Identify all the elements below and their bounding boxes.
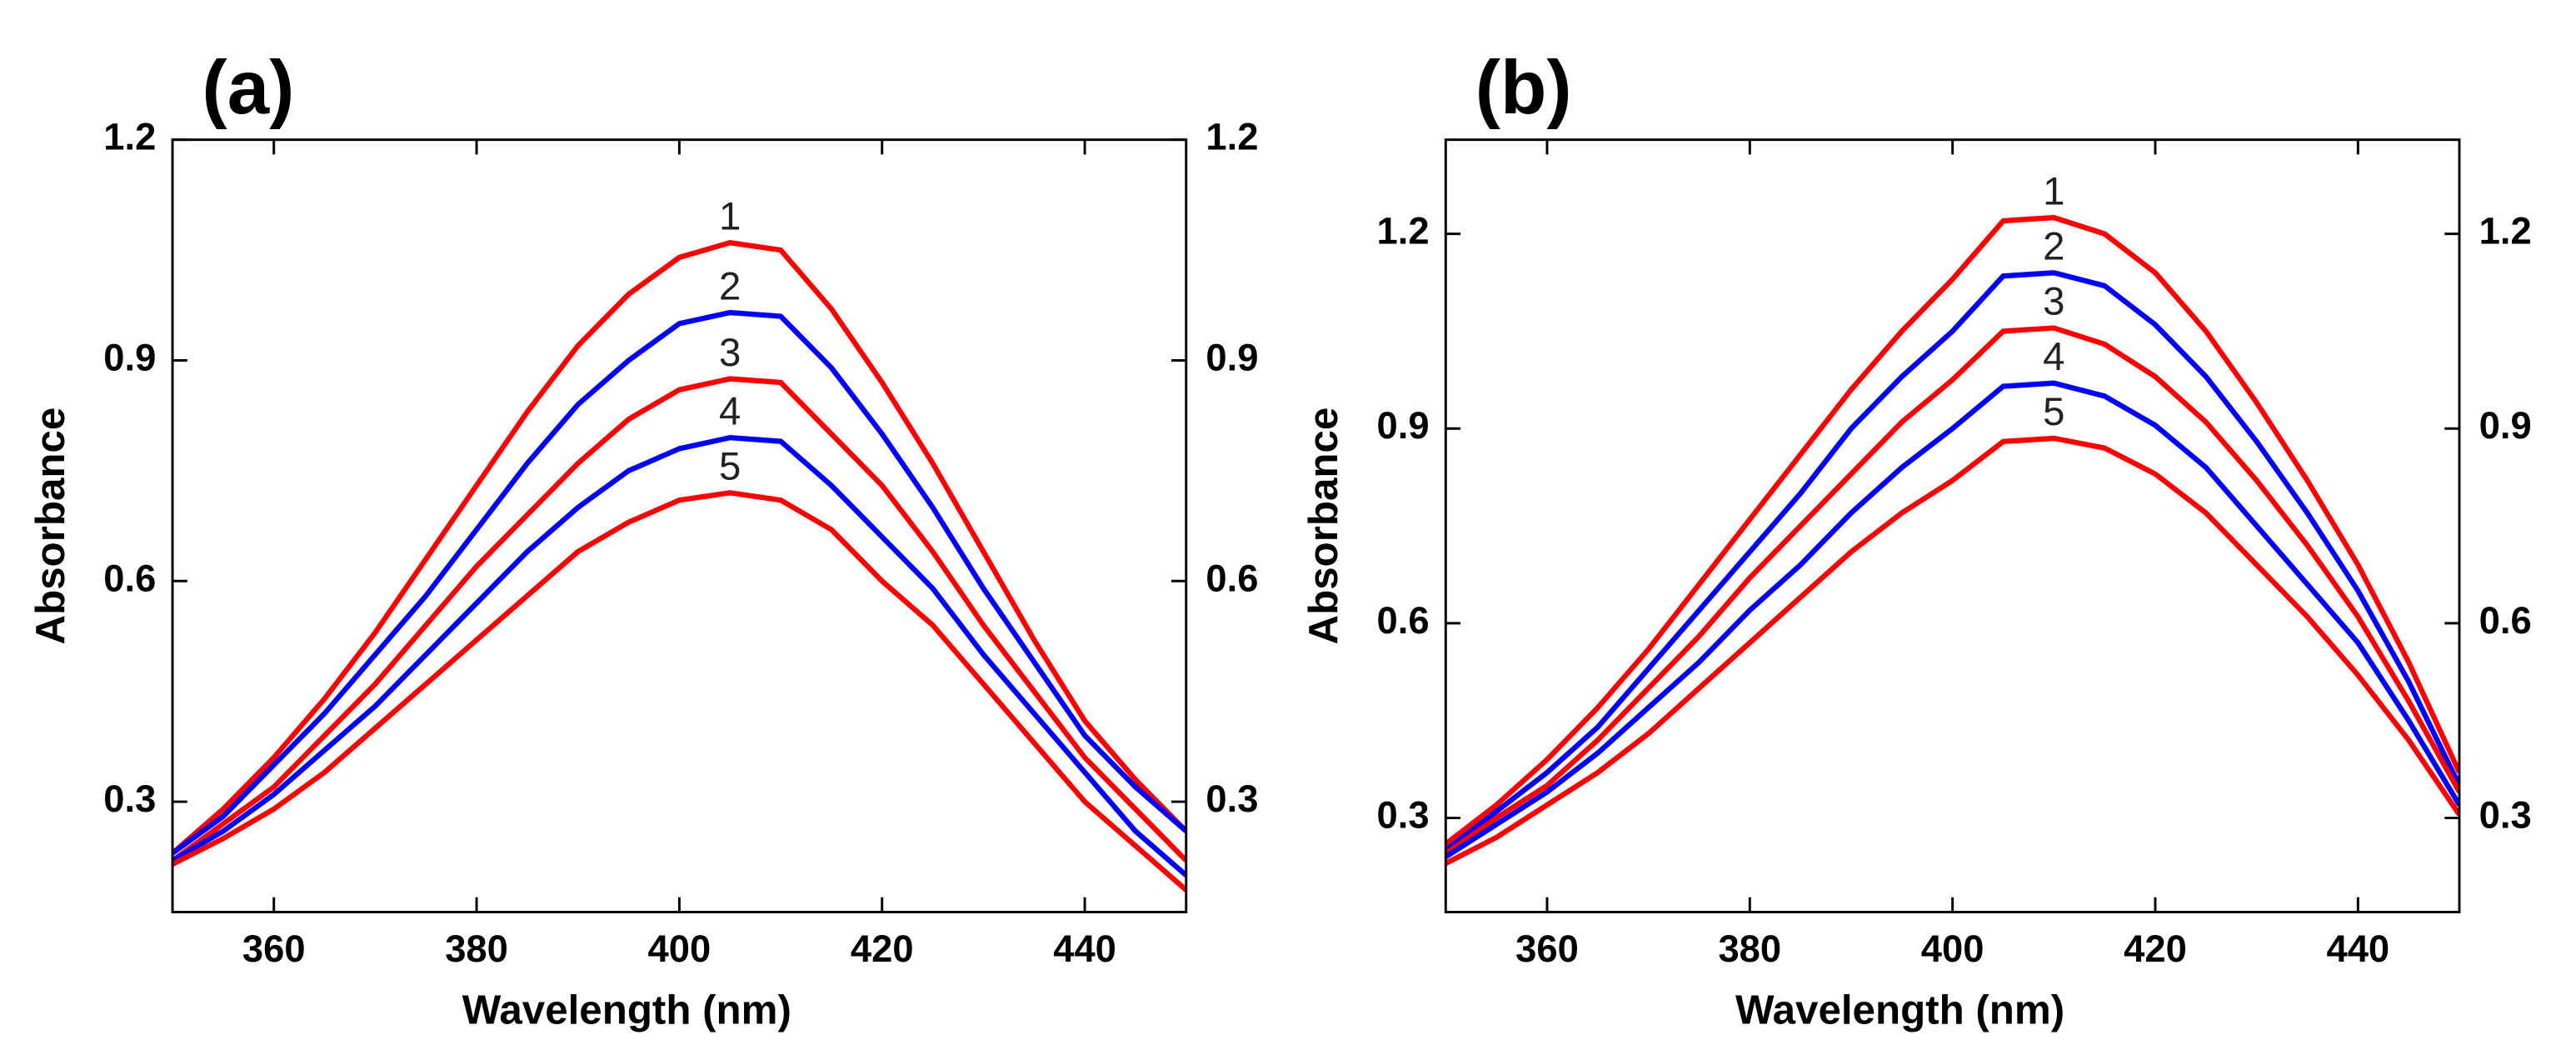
- curve-label: 4: [2043, 335, 2064, 379]
- series-line: [1445, 380, 2459, 859]
- series-line: [1445, 270, 2459, 852]
- x-axis-label: Wavelength (nm): [462, 988, 791, 1033]
- x-tick-label: 360: [1515, 928, 1579, 970]
- curve-label: 4: [719, 389, 741, 433]
- y-tick-label: 1.2: [103, 116, 156, 158]
- y-axis-label: Absorbance: [27, 408, 73, 645]
- panel-label: (a): [202, 46, 295, 130]
- y-axis-label: Absorbance: [1300, 408, 1346, 645]
- plot-frame: [171, 138, 1188, 913]
- x-axis-label: Wavelength (nm): [1735, 988, 2064, 1033]
- plot-frame: [1444, 138, 2461, 913]
- x-tick-label: 440: [2326, 928, 2389, 970]
- y2-tick-label: 0.3: [2479, 794, 2532, 837]
- y2-tick-label: 0.6: [1206, 557, 1258, 599]
- series-line: [172, 309, 1186, 856]
- x-tick-label: 440: [1053, 928, 1116, 970]
- curve-label: 5: [719, 445, 741, 489]
- curve-label: 2: [719, 264, 741, 308]
- y2-tick-label: 0.6: [2479, 599, 2532, 642]
- curve-label: 5: [2043, 390, 2064, 434]
- y-tick-label: 0.3: [1377, 794, 1430, 837]
- x-tick-label: 400: [1921, 928, 1984, 970]
- y2-tick-label: 0.9: [2479, 404, 2532, 447]
- curve-label: 3: [2043, 280, 2064, 324]
- curve-label: 2: [2043, 225, 2064, 269]
- chart-panel: (a) 360 380 400 420 440 0.3 0.6 0.9 1.2 0.3 0.6 0.9 1…: [27, 46, 1259, 1032]
- y-tick-label: 0.6: [1377, 599, 1430, 642]
- y2-tick-label: 0.9: [1206, 336, 1258, 378]
- x-tick-label: 380: [445, 928, 508, 970]
- x-tick-label: 360: [242, 928, 306, 970]
- series-line: [172, 240, 1186, 856]
- y-tick-label: 1.2: [1377, 210, 1430, 252]
- y-tick-label: 0.3: [103, 778, 156, 820]
- series-line: [1445, 435, 2459, 866]
- y2-tick-label: 1.2: [1206, 116, 1258, 158]
- x-tick-label: 380: [1718, 928, 1781, 970]
- series-line: [1445, 214, 2459, 847]
- y-tick-label: 0.9: [103, 336, 156, 378]
- x-tick-label: 400: [648, 928, 711, 970]
- curve-label: 1: [719, 194, 741, 238]
- series-line: [172, 376, 1186, 863]
- panel-label: (b): [1475, 46, 1572, 130]
- y-tick-label: 0.9: [1377, 404, 1430, 447]
- x-tick-label: 420: [2124, 928, 2187, 970]
- y2-tick-label: 0.3: [1206, 778, 1258, 820]
- curve-label: 3: [719, 331, 741, 375]
- y-tick-label: 0.6: [103, 557, 156, 599]
- series-line: [172, 490, 1186, 892]
- curve-label: 1: [2043, 169, 2064, 213]
- y2-tick-label: 1.2: [2479, 210, 2532, 252]
- x-tick-label: 420: [851, 928, 914, 970]
- series-line: [1445, 325, 2459, 856]
- series-line: [172, 434, 1186, 878]
- chart-panel: (b) 360 380 400 420 440 0.3 0.6 0.9 1.2 0.3 0.6 0.9 1…: [1300, 46, 2532, 1032]
